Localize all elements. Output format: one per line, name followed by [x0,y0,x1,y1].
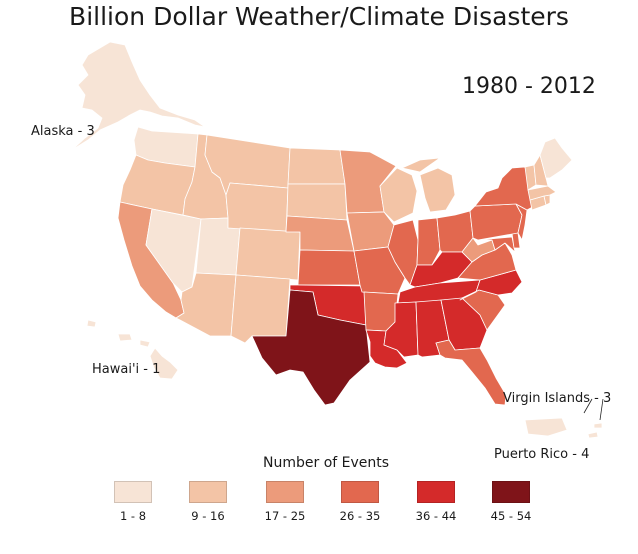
map-title: Billion Dollar Weather/Climate Disasters [69,2,569,31]
legend-item: 26 - 35 [325,481,395,523]
legend-swatch [266,481,304,503]
state-IA[interactable] [346,211,395,252]
territory-PR[interactable] [524,417,568,437]
state-KS[interactable] [297,249,361,286]
state-CO[interactable] [235,227,301,281]
state-AK[interactable] [71,41,206,151]
state-MD[interactable] [477,236,516,253]
legend-swatch [114,481,152,503]
state-HI[interactable] [86,319,179,380]
legend-item: 45 - 54 [476,481,546,523]
hawaii-label: Hawai'i - 1 [92,362,161,377]
period-label: 1980 - 2012 [462,74,596,99]
legend-swatch [417,481,455,503]
puerto-rico-label: Puerto Rico - 4 [494,447,590,462]
legend-swatch [492,481,530,503]
state-TX[interactable] [251,289,371,406]
state-NM[interactable] [230,274,291,344]
state-ND[interactable] [287,147,346,185]
legend-label: 45 - 54 [490,509,532,523]
virgin-islands-label: Virgin Islands - 3 [503,391,612,406]
legend-label: 17 - 25 [264,509,306,523]
legend-swatch [189,481,227,503]
virgin-islands-leader-line [583,398,593,414]
legend-label: 36 - 44 [415,509,457,523]
state-NH[interactable] [533,154,549,187]
state-FL[interactable] [435,339,507,406]
territory-VI[interactable] [587,422,603,439]
state-SD[interactable] [286,183,348,221]
legend-item: 36 - 44 [401,481,471,523]
legend-label: 1 - 8 [119,509,147,523]
legend-label: 9 - 16 [191,509,225,523]
legend-item: 1 - 8 [98,481,168,523]
legend-label: 26 - 35 [339,509,381,523]
legend-title: Number of Events [263,455,390,471]
state-WI[interactable] [379,167,418,223]
legend-swatch [341,481,379,503]
legend-item: 17 - 25 [250,481,320,523]
legend-item: 9 - 16 [173,481,243,523]
state-WY[interactable] [225,182,289,233]
state-MI[interactable] [401,157,456,213]
state-IN[interactable] [416,217,441,266]
virgin-islands-leader-line-2 [599,398,604,421]
alaska-label: Alaska - 3 [31,124,95,139]
state-ME[interactable] [539,137,573,179]
